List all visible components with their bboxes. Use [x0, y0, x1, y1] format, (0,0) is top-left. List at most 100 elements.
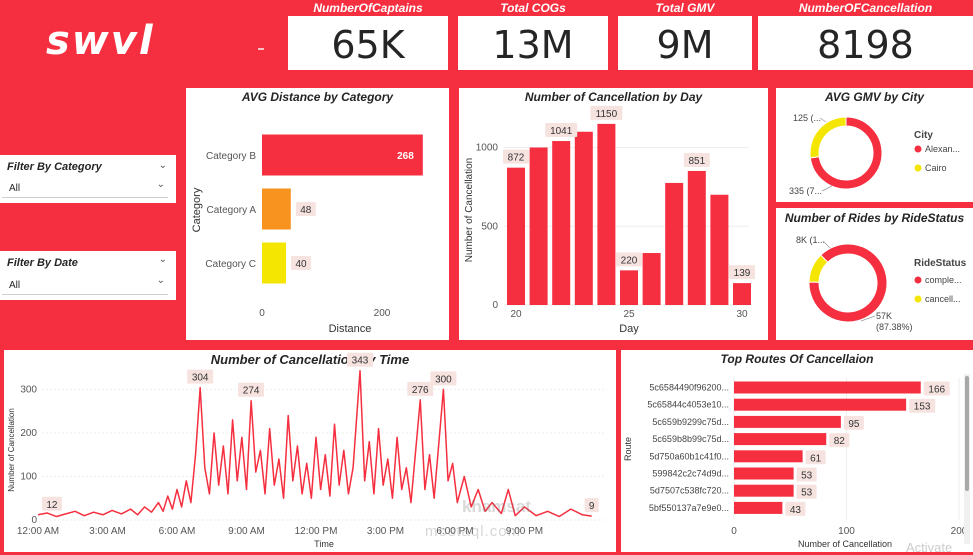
data-label: 343: [352, 356, 369, 367]
data-label-bg: [616, 252, 642, 267]
kpi-card-gmv: Total GMV 9M: [618, 0, 752, 70]
logo-mark: [258, 48, 264, 50]
y-tick-label: 300: [20, 384, 37, 395]
logo-text: swvl: [46, 18, 155, 64]
data-label-bg: [923, 381, 950, 396]
data-label: 1041: [550, 126, 573, 137]
x-tick-label: 0: [259, 308, 265, 319]
x-tick-label: 6:00 PM: [436, 526, 473, 537]
kpi-card-captains: NumberOfCaptains 65K: [288, 0, 448, 70]
data-label-bg: [805, 450, 826, 465]
kpi-value: 9M: [618, 16, 752, 70]
y-axis-label: Number of Cancellation: [464, 158, 475, 263]
filter-date-value[interactable]: All: [9, 280, 21, 291]
watermark-line1: khamsat: [462, 497, 531, 516]
series-line: [37, 369, 592, 518]
donut-slice: [808, 243, 888, 323]
bar: [642, 253, 661, 305]
bar: [529, 147, 548, 305]
category-tick-label: Category C: [205, 259, 256, 270]
legend-title: RideStatus: [914, 258, 967, 269]
rides-status-chart: 8K (1... 57K(87.38%) RideStatus comple... ca…: [796, 235, 967, 332]
chevron-down-icon[interactable]: ⌄: [156, 179, 165, 190]
x-tick-label: 3:00 PM: [367, 526, 404, 537]
chevron-down-icon[interactable]: ⌄: [156, 275, 165, 286]
logo-panel: swvl: [0, 0, 288, 74]
data-label-bg: [503, 149, 529, 164]
filter-date-label: Filter By Date: [7, 257, 78, 269]
bar: [733, 283, 751, 305]
data-label: 268: [397, 151, 414, 162]
scrollbar-thumb[interactable]: [965, 376, 969, 491]
data-label-bg: [407, 381, 434, 396]
data-label-bg: [291, 256, 311, 270]
data-label: 304: [192, 373, 209, 384]
data-label-bg: [683, 152, 710, 167]
data-label-bg: [843, 415, 864, 430]
kpi-label: NumberOFCancellation: [758, 0, 973, 16]
bar: [665, 182, 684, 305]
bar: [734, 450, 803, 463]
y-tick-label: 100: [20, 471, 37, 482]
data-label-bg: [785, 501, 806, 516]
bar: [262, 188, 291, 230]
legend-marker: [914, 164, 922, 172]
route-tick-label: 599842c2c74d9d...: [652, 469, 729, 479]
rides-status-panel: Number of Rides by RideStatus 8K (1... 57…: [776, 208, 973, 340]
data-label: 166: [928, 385, 945, 396]
x-tick-label: 9:00 AM: [228, 526, 265, 537]
swvl-logo: swvl: [46, 18, 264, 64]
x-axis-label: Day: [619, 323, 639, 335]
collapse-chevron-icon[interactable]: ⌄: [158, 254, 167, 265]
data-label: 82: [834, 436, 846, 447]
x-tick-label: 100: [838, 526, 855, 537]
y-tick-label: 0: [31, 515, 37, 526]
data-label: 139: [734, 268, 751, 279]
data-label-bg: [584, 498, 599, 513]
filter-category-slicer[interactable]: Filter By Category ⌄ All ⌄: [0, 155, 176, 203]
data-label: 53: [801, 471, 813, 482]
legend-marker: [914, 295, 922, 303]
kpi-card-cancellation: NumberOFCancellation 8198: [758, 0, 973, 70]
x-axis-label: Number of Cancellation: [798, 539, 892, 549]
data-label: 153: [914, 402, 931, 413]
chart-title: Number of Rides by RideStatus: [784, 211, 965, 225]
collapse-chevron-icon[interactable]: ⌄: [158, 160, 167, 171]
data-label: 95: [848, 419, 860, 430]
filter-date-slicer[interactable]: Filter By Date ⌄ All ⌄: [0, 251, 176, 300]
data-label-bg: [729, 265, 755, 280]
x-tick-label: 0: [731, 526, 737, 537]
data-label-bg: [347, 352, 374, 367]
bar: [734, 381, 921, 394]
data-label: 1150: [596, 109, 618, 120]
bar: [734, 433, 827, 446]
slicer-divider: [2, 197, 168, 198]
data-label-bg: [238, 382, 265, 397]
bar: [262, 134, 423, 176]
avg-gmv-city-panel: AVG GMV by City 125 (... 335 (7... City Ale…: [776, 88, 973, 202]
data-label-bg: [909, 398, 936, 413]
legend-label: Cairo: [925, 163, 947, 173]
y-tick-label: 200: [20, 428, 37, 439]
legend-title: City: [914, 130, 933, 141]
bar: [734, 501, 783, 514]
y-axis-label: Category: [191, 187, 203, 232]
x-tick-label: 200: [374, 308, 391, 319]
category-tick-label: Category B: [206, 151, 256, 162]
data-label-bg: [41, 496, 62, 511]
data-label-bg: [430, 371, 457, 386]
y-axis-label: Number of Cancellation: [7, 408, 16, 492]
data-label-bg: [590, 105, 623, 120]
slice-sublabel: (87.38%): [876, 322, 913, 332]
data-label-bg: [796, 467, 817, 482]
cancel-by-day-chart: 0 500 1000 872 1041 1150 220 851 139 20 25 30 Day Num…: [464, 105, 755, 335]
bar: [262, 242, 286, 284]
top-routes-chart: 0 100 200 5c6584490f96200... 166 5c65844c4053…: [623, 378, 968, 549]
data-label: 851: [688, 156, 705, 167]
chart-title: Number of Cancellation by Day: [524, 90, 703, 104]
watermark-line2: mostaql.com: [425, 523, 522, 540]
filter-category-value[interactable]: All: [9, 183, 21, 194]
route-tick-label: 5c6584490f96200...: [649, 383, 729, 393]
bar: [687, 170, 706, 305]
x-tick-label: 200: [951, 526, 968, 537]
